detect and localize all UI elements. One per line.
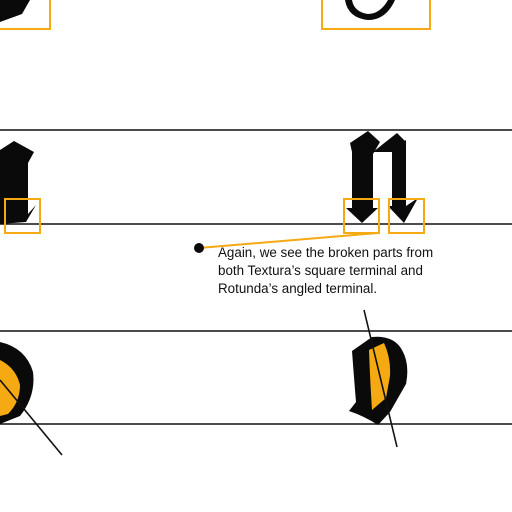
top-right-highlight-box — [321, 0, 431, 30]
bottom-row-guides — [0, 330, 512, 425]
n-square-terminal-box — [343, 198, 380, 234]
annotation-line-3: Rotunda’s angled terminal. — [218, 281, 378, 296]
n-angled-terminal-box — [388, 198, 425, 234]
letter-n-right-stem — [388, 140, 418, 223]
annotation-line-1: Again, we see the broken parts from — [218, 245, 434, 260]
middle-row-guides — [0, 129, 512, 225]
callout-leader-line — [198, 232, 379, 249]
right-stress-axis — [363, 309, 398, 448]
letter-n-left-stem — [346, 131, 380, 223]
bottom-right-bowl — [349, 309, 408, 448]
bottom-left-bowl — [0, 342, 63, 456]
top-left-letter-fragment — [0, 0, 30, 22]
top-row — [0, 0, 431, 30]
annotation-line-2: both Textura’s square terminal and — [218, 263, 423, 278]
annotation-text: Again, we see the broken parts from both… — [218, 244, 488, 298]
i-terminal-highlight-box — [4, 198, 41, 234]
top-right-letter-fragment — [345, 0, 395, 20]
left-bowl-counter — [0, 360, 20, 416]
top-left-highlight-box — [0, 0, 51, 30]
callout — [194, 232, 379, 253]
middle-left-letter — [0, 141, 41, 234]
middle-right-letter-n — [343, 131, 425, 234]
left-stress-axis — [0, 379, 63, 456]
callout-dot — [194, 243, 204, 253]
letter-i-stem — [0, 141, 36, 224]
